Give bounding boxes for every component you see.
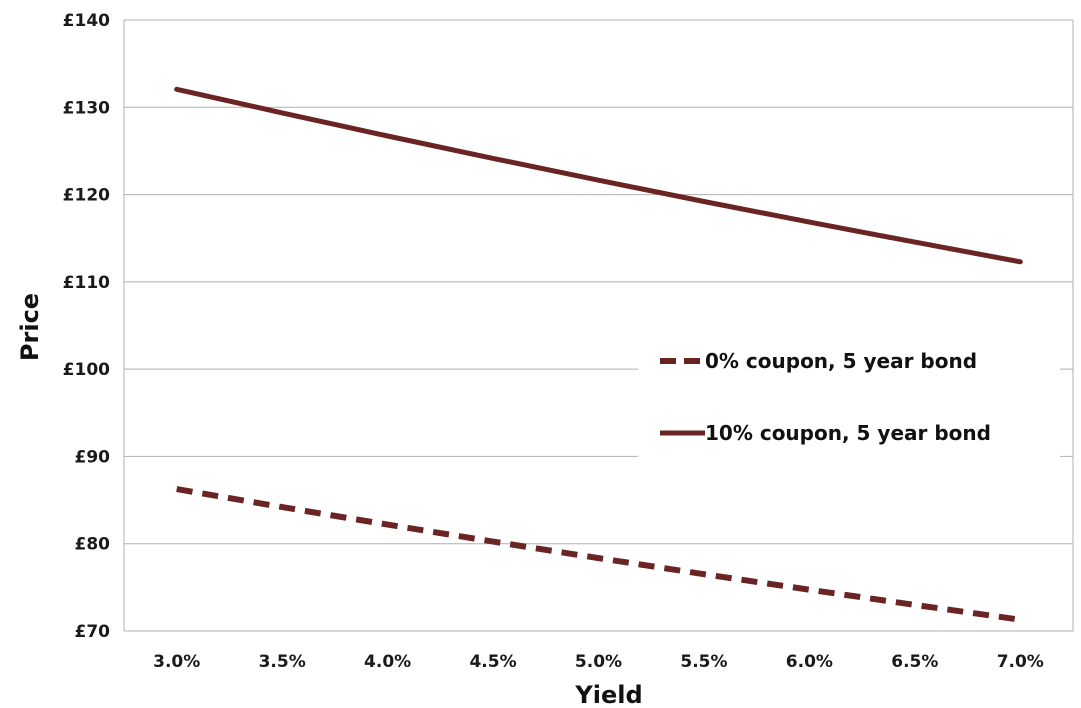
x-axis-title: Yield: [574, 681, 642, 708]
series-line-ten-coupon: [174, 86, 1023, 265]
legend-label-ten-coupon: 10% coupon, 5 year bond: [705, 421, 991, 445]
legend: 0% coupon, 5 year bond 10% coupon, 5 yea…: [638, 335, 1060, 460]
y-tick-labels: £70 £80 £90 £100 £110 £120 £130 £140: [63, 11, 110, 642]
y-tick-label: £130: [63, 98, 110, 118]
y-tick-label: £110: [63, 273, 110, 293]
x-tick-label: 4.5%: [469, 652, 516, 672]
y-tick-label: £80: [75, 535, 111, 555]
legend-label-zero-coupon: 0% coupon, 5 year bond: [705, 349, 977, 373]
x-tick-label: 5.5%: [680, 652, 727, 672]
x-tick-label: 3.5%: [259, 652, 306, 672]
y-tick-label: £140: [63, 11, 110, 31]
x-tick-label: 4.0%: [364, 652, 411, 672]
y-tick-label: £100: [63, 360, 110, 380]
legend-background: [638, 335, 1060, 460]
x-tick-label: 6.5%: [891, 652, 938, 672]
y-axis-title: Price: [16, 293, 44, 361]
x-tick-label: 6.0%: [786, 652, 833, 672]
series-line-zero-coupon: [176, 486, 1021, 623]
y-tick-label: £90: [75, 447, 111, 467]
x-tick-label: 5.0%: [575, 652, 622, 672]
gridlines: [123, 19, 1074, 632]
x-tick-labels: 3.0% 3.5% 4.0% 4.5% 5.0% 5.5% 6.0% 6.5% 7.0%: [153, 652, 1044, 672]
x-tick-label: 3.0%: [153, 652, 200, 672]
series-lines: [174, 86, 1023, 623]
x-tick-label: 7.0%: [997, 652, 1044, 672]
y-tick-label: £120: [63, 186, 110, 206]
y-tick-label: £70: [75, 622, 111, 642]
